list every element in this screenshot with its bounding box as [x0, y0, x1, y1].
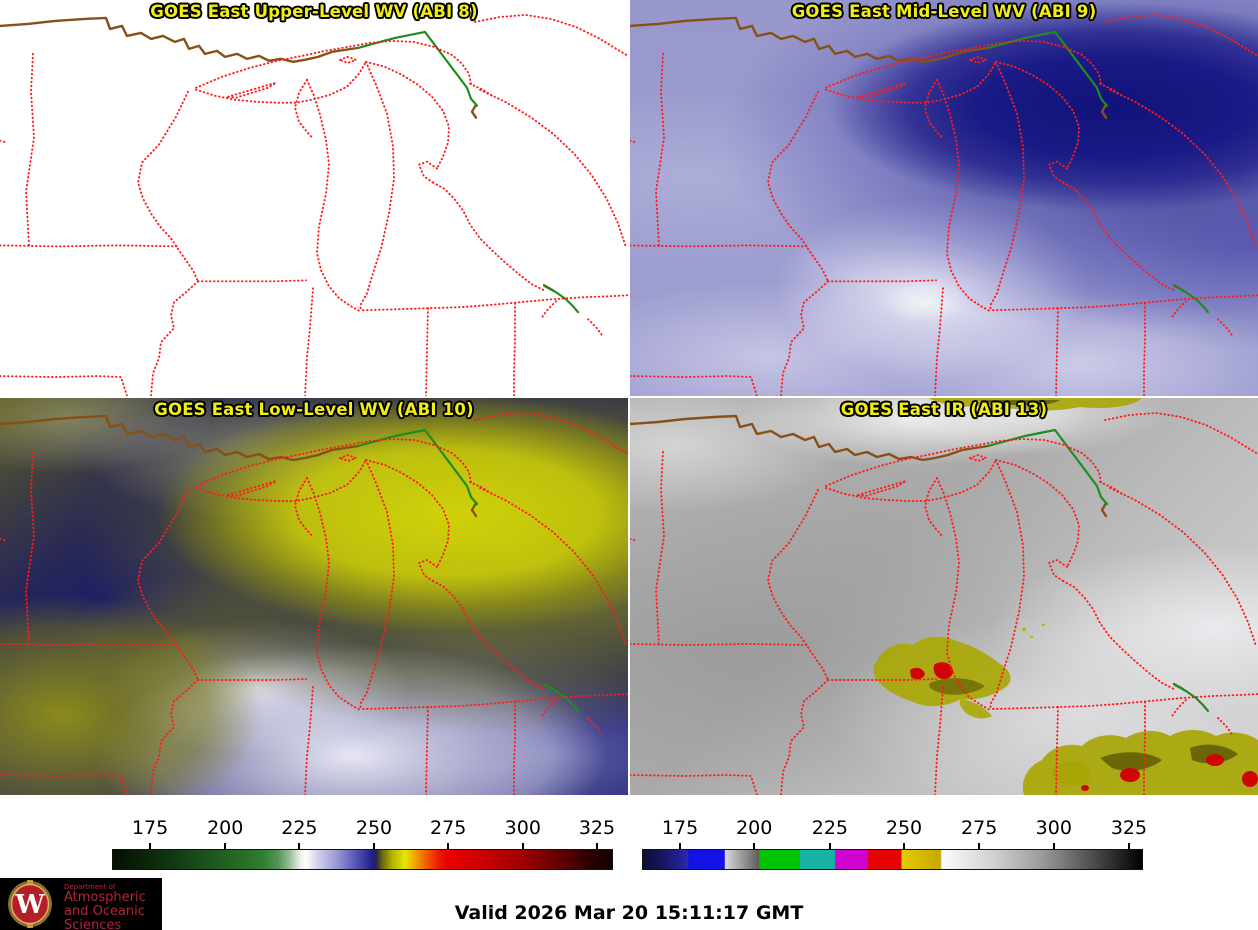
tick-label: 300	[504, 817, 541, 839]
tick-mark	[1052, 843, 1055, 849]
panel-title-abi13: GOES East IR (ABI 13)	[840, 400, 1048, 419]
tick-mark	[521, 843, 524, 849]
panel-title-abi9: GOES East Mid-Level WV (ABI 9)	[791, 2, 1097, 21]
tick-label: 275	[430, 817, 467, 839]
tick-label: 200	[207, 817, 244, 839]
panel-title-abi8: GOES East Upper-Level WV (ABI 8)	[150, 2, 478, 21]
tick-mark	[298, 843, 301, 849]
uw-aos-logo: W Department of Atmospheric and Oceanic …	[0, 878, 162, 930]
tick-label: 300	[1035, 817, 1072, 839]
map-borders-overlay	[630, 411, 1258, 795]
panel-title-abi10: GOES East Low-Level WV (ABI 10)	[154, 400, 474, 419]
tick-label: 175	[131, 817, 169, 839]
tick-label: 200	[736, 817, 773, 839]
uw-crest-icon: W	[8, 880, 52, 928]
logo-text: Department of Atmospheric and Oceanic Sc…	[64, 883, 162, 930]
map-borders-overlay	[630, 13, 1258, 396]
tick-mark	[595, 843, 598, 849]
colorbar-ir-labels: 175 200 225 250 275 300 325	[642, 817, 1147, 841]
tick-mark	[447, 843, 450, 849]
tick-label: 275	[961, 817, 998, 839]
panel-mid-level-wv: GOES East Mid-Level WV (ABI 9)	[630, 0, 1258, 396]
logo-dept-line: Department of	[64, 883, 116, 891]
tick-label: 325	[1110, 817, 1148, 839]
tick-mark	[753, 843, 756, 849]
colorbar-ir: 175 200 225 250 275 300 325	[642, 817, 1147, 871]
panel-upper-level-wv: GOES East Upper-Level WV (ABI 8)	[0, 0, 628, 396]
tick-mark	[978, 843, 981, 849]
logo-name-line1: Atmospheric	[64, 890, 146, 906]
tick-mark	[224, 843, 227, 849]
tick-label: 325	[578, 817, 616, 839]
map-borders-overlay	[0, 13, 628, 396]
map-borders-overlay	[0, 411, 628, 795]
valid-timestamp: Valid 2026 Mar 20 15:11:17 GMT	[454, 902, 804, 924]
tick-mark	[903, 843, 906, 849]
tick-label: 225	[281, 817, 318, 839]
logo-name-line2: and Oceanic Sciences	[64, 903, 145, 930]
tick-label: 250	[885, 817, 923, 839]
colorbar-wv-labels: 175 200 225 250 275 300 325	[112, 817, 616, 841]
tick-mark	[828, 843, 831, 849]
panel-ir: GOES East IR (ABI 13)	[630, 398, 1258, 795]
colorbar-ir-gradient	[642, 849, 1143, 870]
tick-mark	[679, 843, 682, 849]
panel-low-level-wv: GOES East Low-Level WV (ABI 10)	[0, 398, 628, 795]
tick-mark	[373, 843, 376, 849]
cold-cloud-top-blobs	[873, 398, 1258, 795]
tick-label: 250	[355, 817, 393, 839]
tick-label: 175	[661, 817, 699, 839]
tick-mark	[149, 843, 152, 849]
colorbar-wv-gradient	[112, 849, 613, 870]
tick-mark	[1127, 843, 1130, 849]
tick-label: 225	[811, 817, 849, 839]
colorbar-wv: 175 200 225 250 275 300 325	[112, 817, 616, 871]
uw-monogram: W	[14, 890, 45, 920]
